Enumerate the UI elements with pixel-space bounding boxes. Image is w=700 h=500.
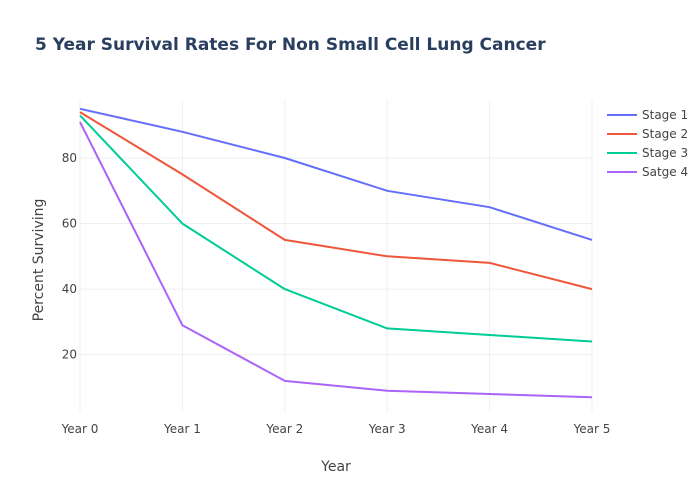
y-tick-label: 20 <box>62 348 77 362</box>
chart-title: 5 Year Survival Rates For Non Small Cell… <box>35 35 546 55</box>
y-tick-label: 40 <box>62 282 77 296</box>
series-line-4 <box>79 121 593 399</box>
series-lines <box>79 107 593 399</box>
legend: Stage 1 Stage 2 Stage 3 Satge 4 <box>607 108 688 179</box>
y-tick-label: 60 <box>62 217 77 231</box>
y-axis-ticks: 20 40 60 80 <box>62 151 77 362</box>
grid <box>79 100 593 412</box>
legend-label: Stage 1 <box>642 108 688 122</box>
y-tick-label: 80 <box>62 151 77 165</box>
x-tick-label: Year 1 <box>163 422 201 436</box>
legend-label: Stage 3 <box>642 146 688 160</box>
x-tick-label: Year 5 <box>573 422 611 436</box>
x-tick-label: Year 2 <box>265 422 303 436</box>
y-axis-title: Percent Surviving <box>31 199 47 322</box>
legend-label: Satge 4 <box>642 165 688 179</box>
legend-label: Stage 2 <box>642 127 688 141</box>
x-tick-label: Year 4 <box>470 422 508 436</box>
series-line-2 <box>79 111 593 291</box>
x-axis-title: Year <box>320 459 351 475</box>
x-tick-label: Year 3 <box>368 422 406 436</box>
x-axis-ticks: Year 0 Year 1 Year 2 Year 3 Year 4 Year 5 <box>61 422 611 436</box>
series-line-3 <box>79 114 593 343</box>
series-line-1 <box>79 107 593 241</box>
x-tick-label: Year 0 <box>61 422 99 436</box>
